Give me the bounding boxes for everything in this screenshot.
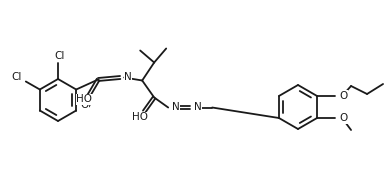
Text: O: O <box>339 113 347 123</box>
Text: O: O <box>136 115 144 124</box>
Text: O: O <box>339 91 347 101</box>
Text: N: N <box>124 71 132 82</box>
Text: Cl: Cl <box>12 71 22 82</box>
Text: Cl: Cl <box>55 51 65 61</box>
Text: N: N <box>194 102 202 112</box>
Text: HO: HO <box>132 112 148 123</box>
Text: O: O <box>82 100 90 109</box>
Text: HO: HO <box>76 94 92 104</box>
Text: O: O <box>80 100 88 109</box>
Text: N: N <box>172 102 180 112</box>
Text: O: O <box>138 115 146 124</box>
